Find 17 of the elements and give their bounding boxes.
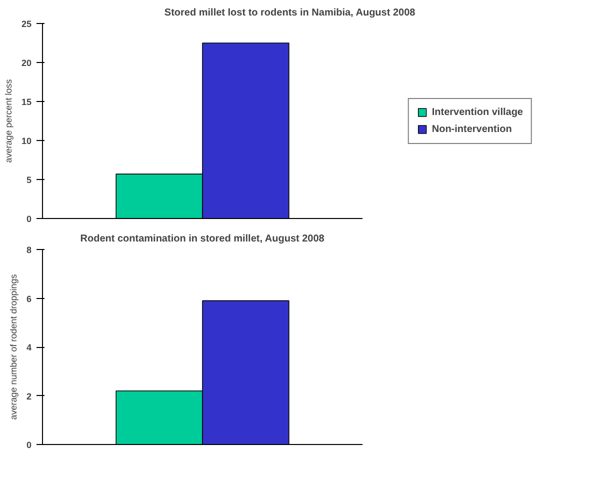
y-tick-label: 0 [26, 440, 32, 450]
legend-label: Intervention village [432, 106, 523, 118]
y-tick-label: 20 [21, 58, 32, 68]
y-tick-label: 5 [26, 175, 32, 185]
y-tick-label: 10 [21, 136, 32, 146]
y-tick-label: 0 [26, 214, 32, 224]
y-tick-label: 2 [26, 391, 32, 402]
y-axis-title: average percent loss [3, 78, 14, 163]
legend-label: Non-intervention [432, 124, 512, 134]
chart-title: Rodent contamination in stored millet, August 2008 [80, 234, 325, 244]
y-axis-title: average number of rodent droppings [8, 274, 18, 420]
y-tick-label: 25 [21, 19, 32, 29]
y-tick-label: 4 [26, 342, 32, 352]
y-tick-label: 6 [26, 294, 32, 304]
y-tick-label: 8 [26, 245, 32, 255]
y-tick-label: 15 [21, 97, 32, 107]
chart-title: Stored millet lost to rodents in Namibia, August 2008 [164, 8, 416, 18]
